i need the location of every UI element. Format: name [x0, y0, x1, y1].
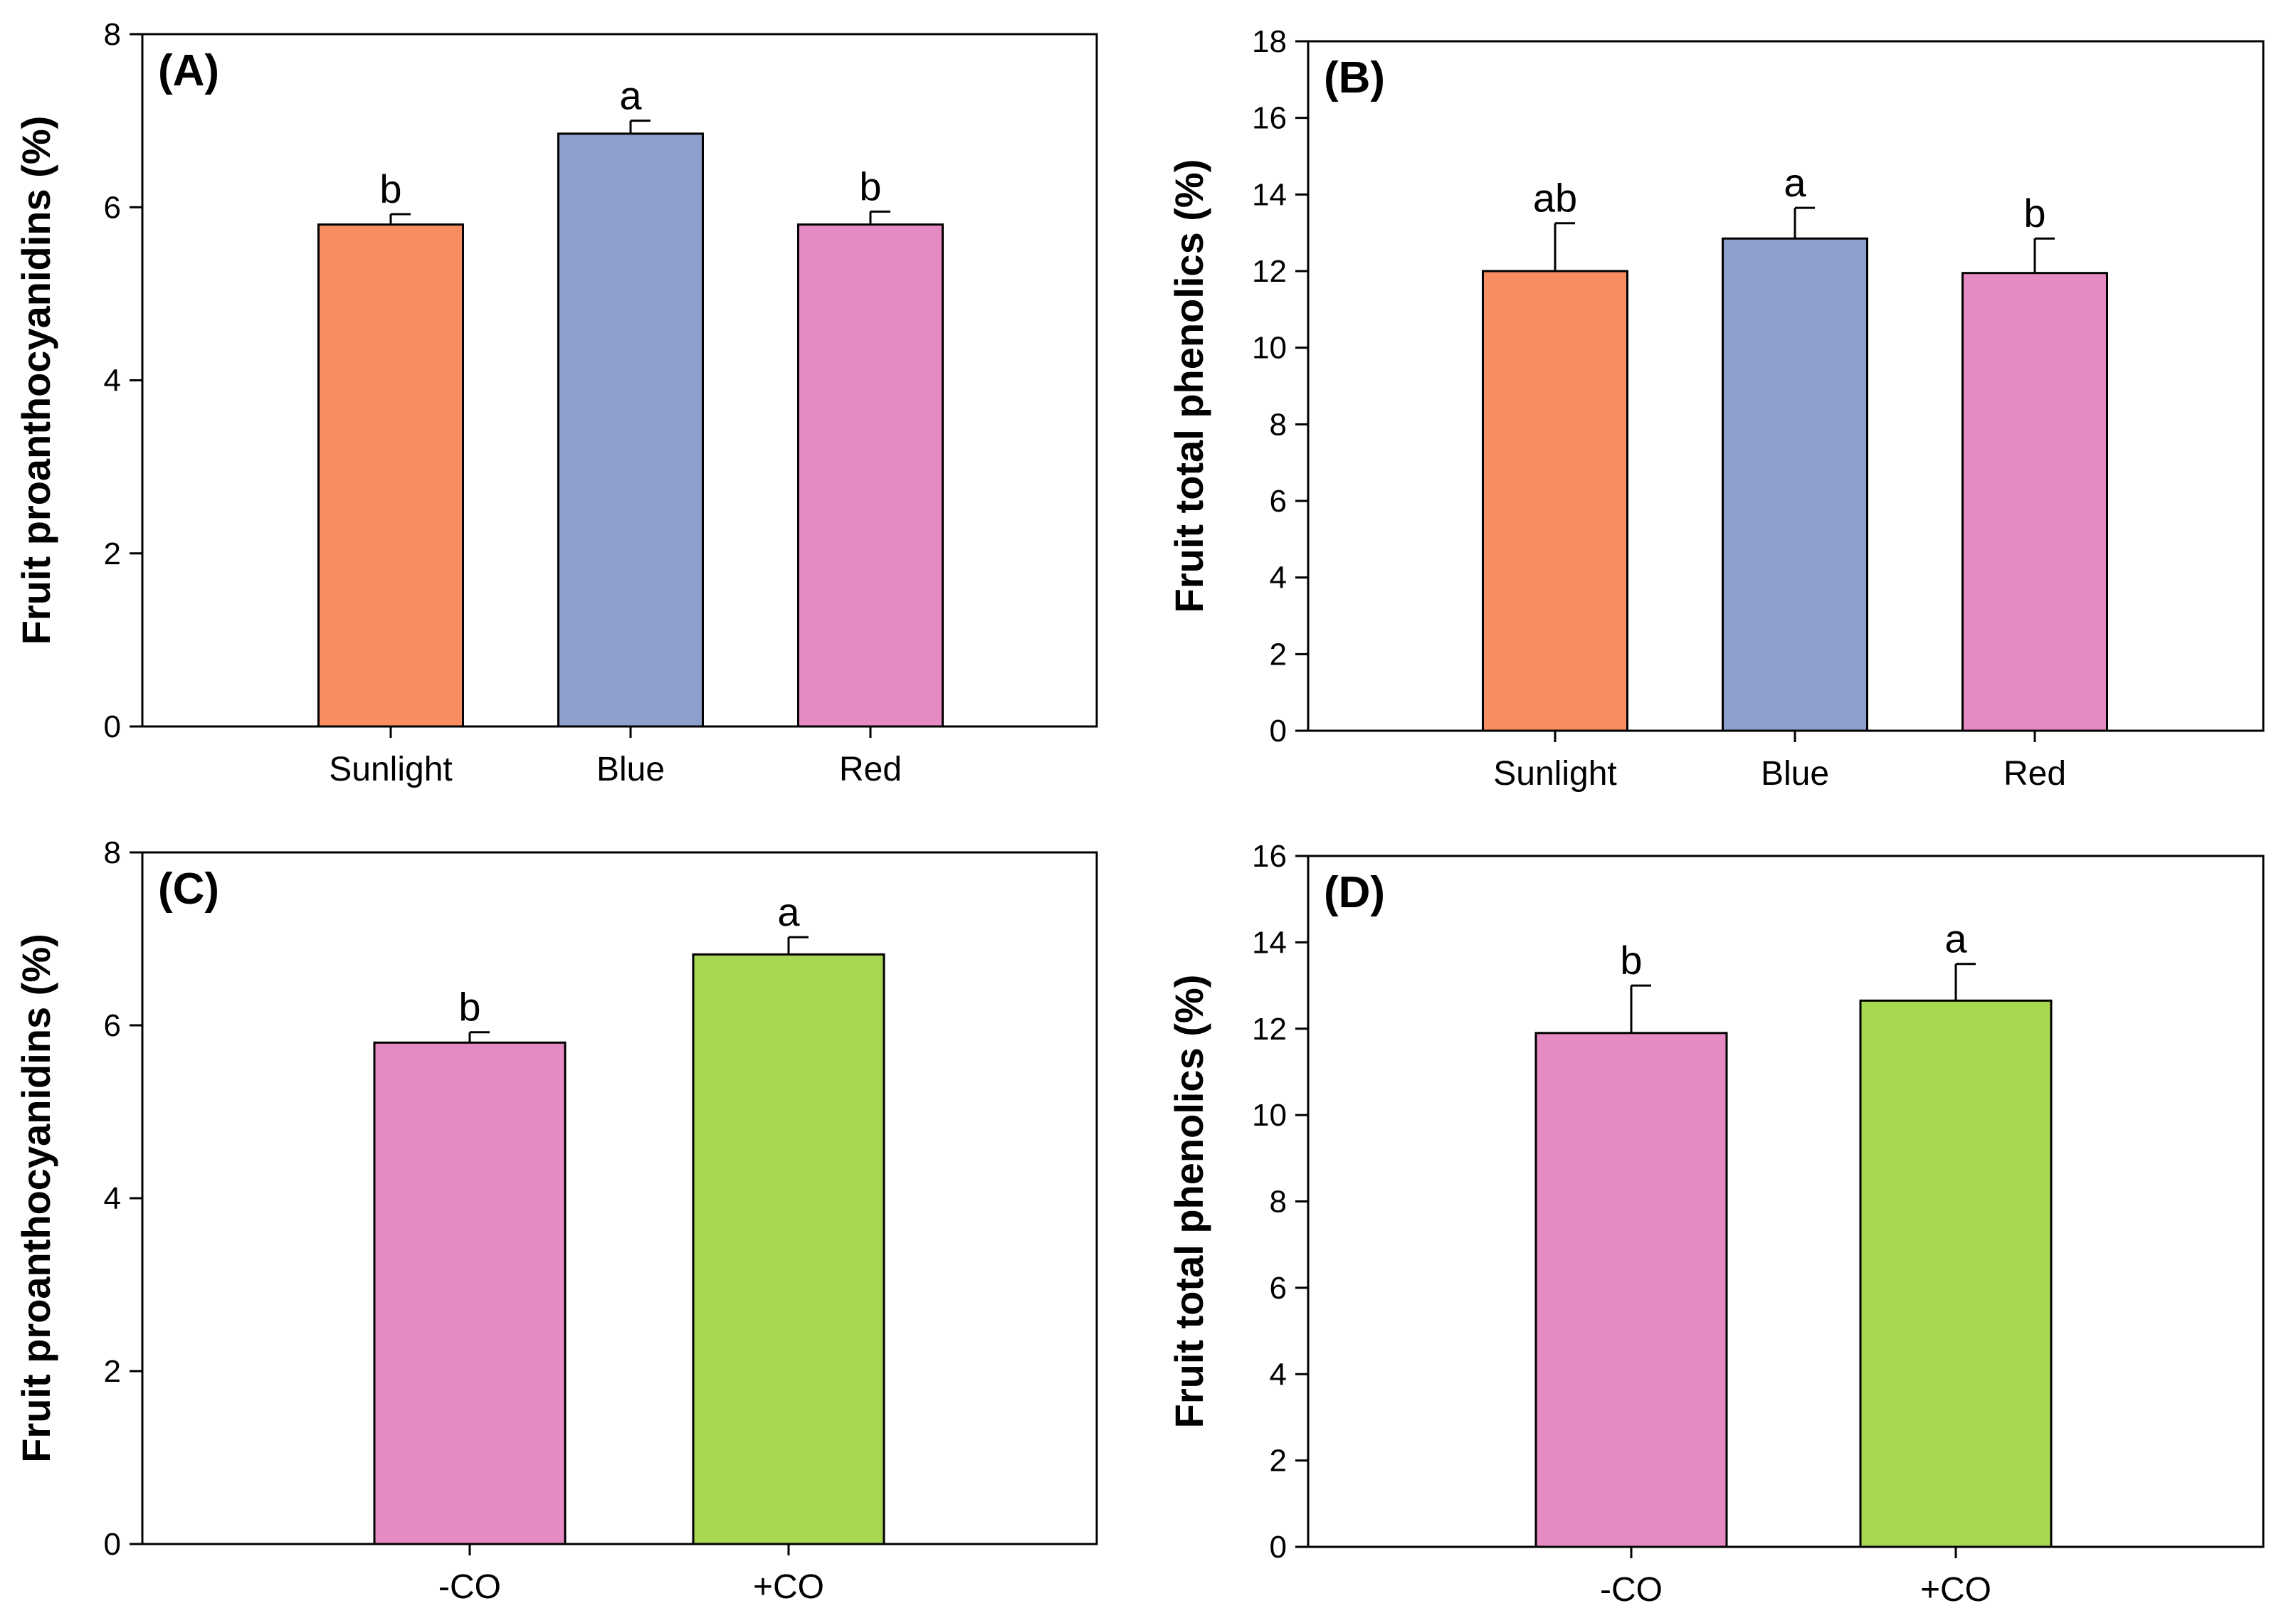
- x-tick-label: Sunlight: [329, 751, 452, 788]
- y-tick-label: 8: [104, 835, 121, 870]
- bar-co: [692, 953, 885, 1545]
- y-tick-label: 4: [1270, 1357, 1287, 1392]
- x-tick-label: +CO: [753, 1568, 824, 1606]
- panel-c: b a 0 2 4 6 8 -CO +CO Fruit proanthocyanidins (%)…: [14, 835, 1098, 1606]
- y-tick-label: 14: [1252, 925, 1287, 960]
- significance-label: b: [379, 166, 401, 211]
- y-tick-label: 2: [1270, 1444, 1287, 1479]
- x-tick-label: Red: [839, 751, 902, 788]
- bar-blue: [557, 132, 704, 728]
- y-tick-label: 4: [1270, 561, 1287, 596]
- y-tick-label: 2: [104, 536, 121, 571]
- bar-red: [1961, 272, 2108, 732]
- significance-label: b: [458, 985, 480, 1030]
- significance-label: b: [859, 164, 881, 208]
- x-tick-label: -CO: [438, 1568, 501, 1606]
- y-tick-label: 8: [104, 17, 121, 52]
- y-axis-label: Fruit total phenolics (%): [1167, 975, 1211, 1429]
- panel-label: (A): [158, 46, 219, 95]
- significance-label: b: [2023, 191, 2045, 236]
- y-tick-label: 6: [104, 190, 121, 225]
- y-tick-label: 10: [1252, 1098, 1287, 1133]
- y-tick-label: 12: [1252, 1012, 1287, 1047]
- y-tick-label: 2: [104, 1354, 121, 1389]
- y-tick-label: 16: [1252, 101, 1287, 136]
- y-tick-label: 14: [1252, 177, 1287, 212]
- significance-label: ab: [1533, 176, 1577, 221]
- bar-co: [373, 1041, 567, 1545]
- panel-d: b a 0 2 4 6 8 10 12 14 16 -CO +CO Fruit total phenoli…: [1167, 839, 2265, 1609]
- x-tick-label: Sunlight: [1493, 755, 1616, 793]
- panel-label: (B): [1324, 53, 1385, 102]
- bar-sunlight: [1482, 270, 1628, 732]
- plot-frame: [1307, 40, 2265, 732]
- y-tick-label: 4: [104, 364, 121, 398]
- y-axis-label: Fruit proanthocyanidins (%): [14, 116, 58, 645]
- significance-label: a: [1784, 160, 1806, 205]
- panel-label: (D): [1324, 868, 1385, 917]
- bar-co: [1859, 999, 2053, 1548]
- y-tick-label: 18: [1252, 24, 1287, 59]
- x-tick-label: Blue: [1761, 755, 1829, 793]
- x-tick-label: +CO: [1920, 1571, 1991, 1609]
- y-axis-label: Fruit total phenolics (%): [1167, 159, 1211, 613]
- panel-a: b a b 0 2 4 6 8 Sunlight Blue Red Fruit proanthocya…: [14, 17, 1098, 788]
- y-tick-label: 0: [1270, 1530, 1287, 1565]
- significance-label: a: [619, 73, 642, 118]
- significance-label: b: [1620, 938, 1642, 983]
- y-tick-label: 10: [1252, 331, 1287, 366]
- y-tick-label: 12: [1252, 254, 1287, 289]
- x-tick-label: -CO: [1600, 1571, 1663, 1609]
- plot-frame: [141, 851, 1098, 1545]
- bar-sunlight: [317, 223, 464, 728]
- y-tick-label: 8: [1270, 1185, 1287, 1220]
- y-tick-label: 0: [104, 709, 121, 744]
- significance-label: a: [777, 889, 800, 934]
- y-axis-label: Fruit proanthocyanidins (%): [14, 934, 58, 1463]
- y-tick-label: 6: [104, 1008, 121, 1043]
- bar-red: [797, 223, 944, 728]
- y-tick-label: 6: [1270, 1271, 1287, 1306]
- y-tick-label: 8: [1270, 407, 1287, 442]
- y-tick-label: 16: [1252, 839, 1287, 874]
- bar-blue: [1722, 237, 1868, 732]
- bar-co: [1534, 1032, 1728, 1548]
- y-tick-label: 0: [104, 1527, 121, 1562]
- y-tick-label: 2: [1270, 637, 1287, 672]
- y-tick-label: 6: [1270, 484, 1287, 519]
- x-tick-label: Blue: [596, 751, 665, 788]
- plot-frame: [1307, 855, 2265, 1548]
- y-tick-label: 0: [1270, 714, 1287, 749]
- significance-label: a: [1944, 916, 1967, 961]
- y-tick-label: 4: [104, 1181, 121, 1216]
- x-tick-label: Red: [2003, 755, 2066, 793]
- panel-label: (C): [158, 865, 219, 914]
